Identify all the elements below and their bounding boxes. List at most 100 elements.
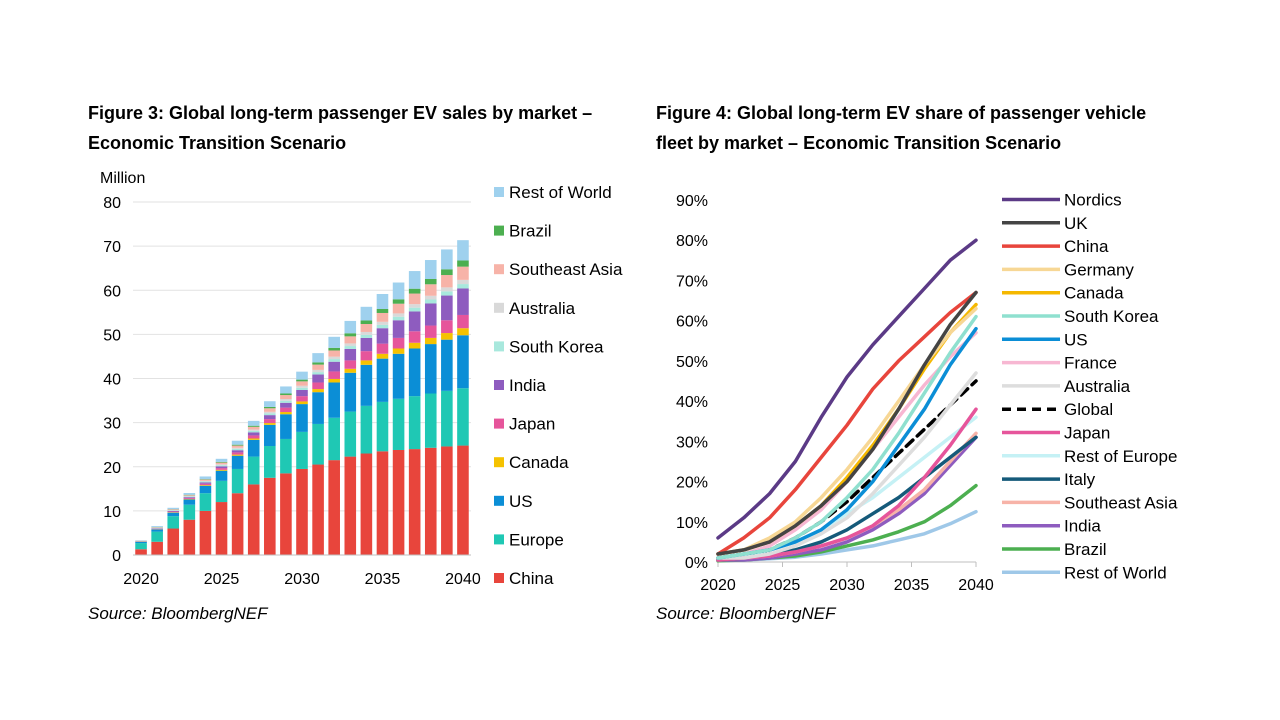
bar-europe-2023 [183, 504, 196, 520]
bar-southeast-asia-2035 [376, 312, 389, 322]
y-tick-label: 0 [112, 548, 121, 565]
bar-south-korea-2026 [231, 448, 244, 451]
bar-china-2023 [183, 519, 196, 555]
legend-label-us: US [1064, 330, 1088, 349]
bar-india-2036 [392, 320, 405, 338]
bar-canada-2033 [344, 368, 357, 373]
bar-india-2032 [328, 361, 340, 372]
bar-europe-2027 [247, 456, 260, 485]
y-tick-label: 90% [676, 193, 708, 210]
bar-brazil-2037 [408, 288, 421, 294]
bar-europe-2030 [296, 431, 308, 469]
x-tick-label: 2040 [958, 577, 994, 594]
bar-europe-2029 [280, 438, 292, 474]
y-tick-label: 30% [676, 434, 708, 451]
bar-southeast-asia-2027 [247, 426, 260, 430]
bar-south-korea-2033 [344, 346, 357, 349]
x-tick-label: 2020 [123, 571, 159, 588]
bar-us-2037 [408, 348, 421, 397]
bar-rest-of-world-2032 [328, 336, 340, 348]
figure4-title-line1: Figure 4: Global long-term EV share of p… [656, 103, 1147, 123]
bar-us-2023 [183, 499, 196, 505]
bar-australia-2029 [280, 399, 292, 401]
bar-india-2038 [424, 303, 437, 326]
legend-label-italy: Italy [1064, 470, 1096, 489]
bar-canada-2024 [199, 485, 212, 486]
bar-australia-2027 [247, 429, 260, 431]
bar-us-2028 [264, 424, 276, 447]
bar-brazil-2040 [457, 260, 469, 267]
legend-label-germany: Germany [1064, 260, 1134, 279]
bar-south-korea-2029 [280, 400, 292, 403]
series-line-japan [716, 407, 978, 562]
legend-swatch-south-korea [494, 341, 504, 352]
bar-brazil-2034 [360, 320, 373, 325]
bar-india-2023 [183, 497, 196, 499]
bar-rest-of-world-2030 [296, 371, 308, 380]
figure3-title-line1: Figure 3: Global long-term passenger EV … [88, 103, 593, 123]
legend-label-southeast-asia: Southeast Asia [509, 260, 623, 279]
legend-label-india: India [1064, 517, 1101, 536]
bar-canada-2037 [408, 342, 421, 349]
bar-brazil-2035 [376, 309, 389, 313]
bar-india-2040 [457, 288, 469, 315]
legend-label-rest-of-world: Rest of World [1064, 563, 1167, 582]
bar-australia-2026 [231, 447, 244, 449]
bar-australia-2025 [215, 464, 228, 466]
bar-canada-2032 [328, 378, 340, 383]
legend-label-global: Global [1064, 400, 1113, 419]
legend-label-europe: Europe [509, 530, 564, 549]
legend-label-canada: Canada [509, 453, 569, 472]
bar-us-2039 [441, 339, 453, 391]
bar-canada-2027 [247, 438, 260, 440]
bar-rest-of-world-2022 [167, 507, 180, 510]
bar-us-2021 [151, 529, 163, 532]
bar-china-2024 [199, 510, 212, 555]
bar-brazil-2028 [264, 406, 276, 409]
y-tick-label: 20 [103, 460, 121, 477]
bar-india-2039 [441, 295, 453, 321]
bar-india-2024 [199, 482, 212, 484]
bar-india-2031 [312, 374, 324, 383]
bar-japan-2023 [183, 498, 196, 499]
bar-europe-2022 [167, 516, 180, 529]
legend-label-france: France [1064, 354, 1117, 373]
bar-southeast-asia-2031 [312, 364, 324, 370]
bar-china-2031 [312, 464, 324, 555]
bar-china-2032 [328, 460, 340, 555]
legend-swatch-china [494, 573, 504, 583]
legend-label-japan: Japan [1064, 424, 1110, 443]
bar-rest-of-world-2021 [151, 526, 163, 527]
legend-label-rest-of-europe: Rest of Europe [1064, 447, 1177, 466]
bar-australia-2039 [441, 287, 453, 292]
legend-swatch-southeast-asia [494, 264, 504, 275]
bar-us-2040 [457, 335, 469, 389]
bar-india-2022 [167, 510, 180, 512]
bar-southeast-asia-2037 [408, 293, 421, 305]
bar-rest-of-world-2031 [312, 353, 324, 363]
bar-us-2027 [247, 439, 260, 457]
bar-japan-2032 [328, 371, 340, 379]
bar-india-2037 [408, 311, 421, 332]
bar-europe-2032 [328, 417, 340, 461]
bar-rest-of-world-2023 [183, 493, 196, 495]
bar-china-2030 [296, 468, 308, 555]
bar-europe-2028 [264, 446, 276, 478]
bar-europe-2034 [360, 405, 373, 454]
bar-south-korea-2040 [457, 284, 469, 289]
bar-japan-2022 [167, 511, 180, 513]
bar-us-2033 [344, 372, 357, 412]
legend-label-japan: Japan [509, 415, 555, 434]
bar-brazil-2039 [441, 269, 453, 276]
bar-south-korea-2036 [392, 316, 405, 321]
bar-us-2031 [312, 392, 324, 424]
bar-rest-of-world-2038 [424, 260, 437, 279]
bar-south-korea-2032 [328, 359, 340, 362]
bar-rest-of-world-2024 [199, 476, 212, 480]
bar-brazil-2029 [280, 393, 292, 396]
bar-rest-of-world-2025 [215, 458, 228, 462]
bar-us-2020 [135, 541, 147, 544]
bar-australia-2036 [392, 313, 405, 317]
bar-southeast-asia-2036 [392, 303, 405, 314]
series-line-china [716, 290, 978, 556]
